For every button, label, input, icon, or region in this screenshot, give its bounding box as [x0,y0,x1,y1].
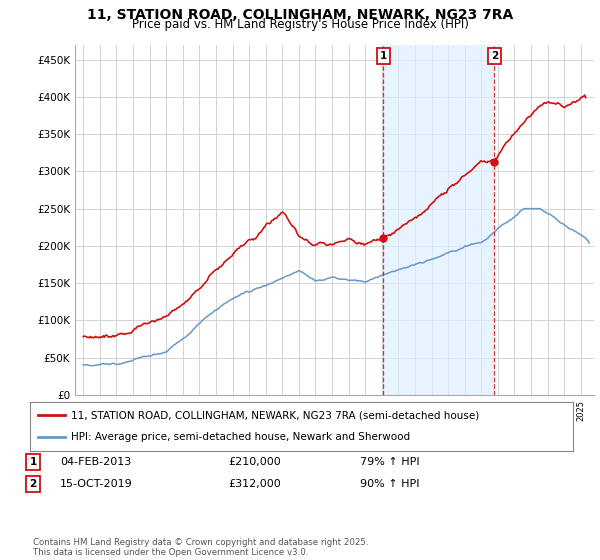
Text: Contains HM Land Registry data © Crown copyright and database right 2025.
This d: Contains HM Land Registry data © Crown c… [33,538,368,557]
Text: 2: 2 [491,51,498,61]
Text: Price paid vs. HM Land Registry's House Price Index (HPI): Price paid vs. HM Land Registry's House … [131,18,469,31]
Text: £210,000: £210,000 [228,457,281,467]
Text: 79% ↑ HPI: 79% ↑ HPI [360,457,419,467]
Text: £312,000: £312,000 [228,479,281,489]
Bar [383,45,494,395]
Text: 90% ↑ HPI: 90% ↑ HPI [360,479,419,489]
Text: 04-FEB-2013: 04-FEB-2013 [60,457,131,467]
Text: 11, STATION ROAD, COLLINGHAM, NEWARK, NG23 7RA: 11, STATION ROAD, COLLINGHAM, NEWARK, NG… [87,8,513,22]
Text: 11, STATION ROAD, COLLINGHAM, NEWARK, NG23 7RA (semi-detached house): 11, STATION ROAD, COLLINGHAM, NEWARK, NG… [71,410,479,421]
Text: 1: 1 [380,51,387,61]
Text: 1: 1 [29,457,37,467]
Text: HPI: Average price, semi-detached house, Newark and Sherwood: HPI: Average price, semi-detached house,… [71,432,410,442]
Text: 15-OCT-2019: 15-OCT-2019 [60,479,133,489]
Text: 2: 2 [29,479,37,489]
